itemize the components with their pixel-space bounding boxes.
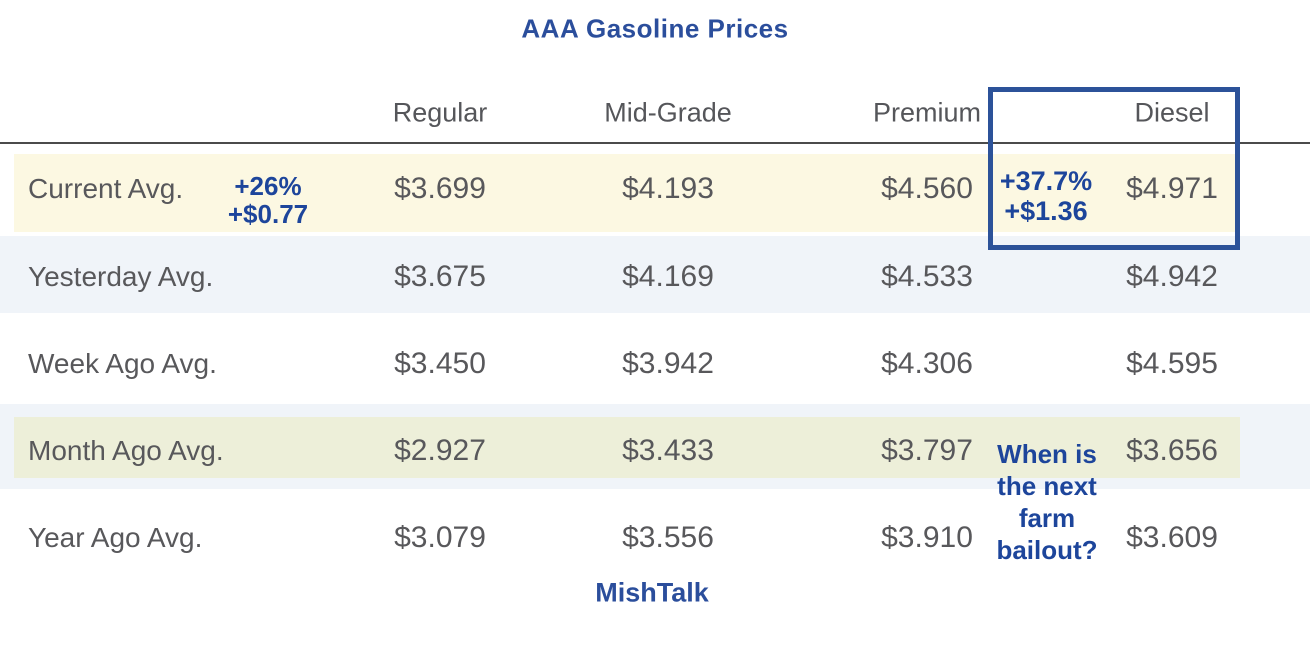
column-header-regular: Regular: [392, 97, 488, 128]
regular-increase-amount: +$0.77: [227, 199, 309, 229]
cell-year-ago-diesel: $3.609: [1126, 521, 1218, 554]
mishtalk-watermark: MishTalk: [595, 577, 709, 608]
row-label-yesterday-avg: Yesterday Avg.: [28, 261, 214, 292]
cell-current-midgrade: $4.193: [622, 172, 714, 205]
cell-current-premium: $4.560: [881, 172, 973, 205]
diesel-increase-amount: +$1.36: [1004, 196, 1088, 226]
cell-month-ago-midgrade: $3.433: [622, 434, 714, 467]
farm-bailout-annotation: When is the next farm bailout?: [996, 438, 1097, 566]
current-avg-row-highlight: [14, 154, 1240, 232]
cell-yesterday-diesel: $4.942: [1126, 260, 1218, 293]
row-label-year-ago-avg: Year Ago Avg.: [28, 522, 203, 553]
farm-bailout-line-3: farm: [1018, 503, 1076, 533]
column-header-premium: Premium: [872, 97, 982, 128]
diesel-increase-annotation: +37.7% +$1.36: [1000, 166, 1092, 226]
chart-title: AAA Gasoline Prices: [521, 13, 789, 44]
cell-year-ago-midgrade: $3.556: [622, 521, 714, 554]
diesel-increase-pct: +37.7%: [999, 166, 1093, 196]
regular-increase-pct: +26%: [234, 171, 302, 201]
cell-current-regular: $3.699: [394, 172, 486, 205]
regular-increase-annotation: +26% +$0.77: [228, 172, 308, 228]
cell-week-ago-midgrade: $3.942: [622, 347, 714, 380]
cell-month-ago-diesel: $3.656: [1126, 434, 1218, 467]
farm-bailout-line-4: bailout?: [996, 535, 1098, 565]
column-header-midgrade: Mid-Grade: [604, 97, 732, 128]
row-label-week-ago-avg: Week Ago Avg.: [28, 348, 217, 379]
farm-bailout-line-2: the next: [997, 471, 1097, 501]
cell-week-ago-regular: $3.450: [394, 347, 486, 380]
farm-bailout-line-1: When is: [997, 439, 1097, 469]
cell-yesterday-premium: $4.533: [881, 260, 973, 293]
row-label-month-ago-avg: Month Ago Avg.: [28, 435, 224, 466]
cell-yesterday-midgrade: $4.169: [622, 260, 714, 293]
cell-year-ago-premium: $3.910: [881, 521, 973, 554]
cell-month-ago-regular: $2.927: [394, 434, 486, 467]
cell-year-ago-regular: $3.079: [394, 521, 486, 554]
cell-month-ago-premium: $3.797: [881, 434, 973, 467]
header-divider-line: [0, 142, 1310, 144]
cell-week-ago-premium: $4.306: [881, 347, 973, 380]
cell-current-diesel: $4.971: [1126, 172, 1218, 205]
cell-week-ago-diesel: $4.595: [1126, 347, 1218, 380]
diesel-column-highlight-box: [988, 87, 1240, 250]
month-ago-row-highlight: [14, 417, 1240, 478]
cell-yesterday-regular: $3.675: [394, 260, 486, 293]
row-label-current-avg: Current Avg.: [28, 173, 184, 204]
column-header-diesel: Diesel: [1134, 97, 1210, 128]
